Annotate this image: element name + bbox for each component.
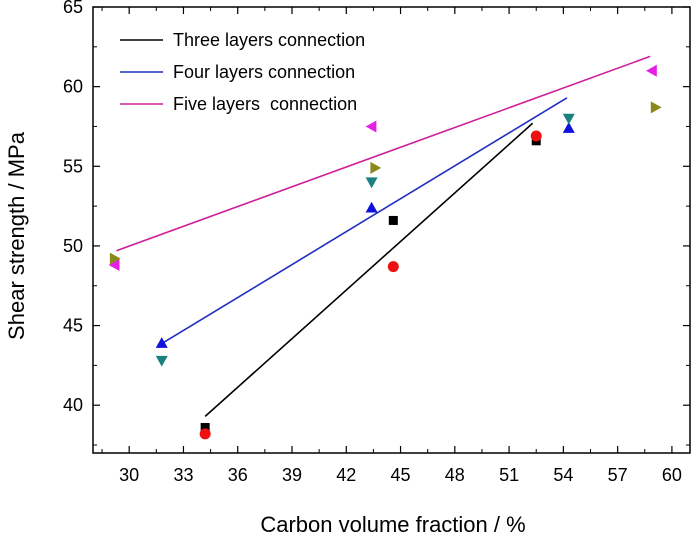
circle-marker [530, 130, 542, 142]
fit-line [204, 122, 534, 417]
x-tick-label: 60 [662, 465, 682, 485]
triangle-down-marker [155, 355, 168, 367]
circle-marker [199, 428, 211, 440]
x-tick-label: 57 [608, 465, 628, 485]
axes: 30 33 36 39 42 45 48 51 54 57 60 40 45 50 55 60 65 [63, 0, 691, 485]
x-tick-label: 48 [445, 465, 465, 485]
circle-marker [387, 261, 399, 273]
markers [108, 64, 662, 440]
triangle-right-marker [370, 161, 382, 174]
x-tick-label: 30 [119, 465, 139, 485]
y-tick-label: 65 [63, 0, 83, 17]
y-tick-label: 45 [63, 316, 83, 336]
fit-line [116, 55, 651, 252]
triangle-right-marker [650, 101, 662, 114]
legend-label: Three layers connection [173, 30, 365, 50]
triangle-left-marker [108, 259, 120, 272]
triangle-down-marker [562, 113, 575, 125]
x-axis-title: Carbon volume fraction / % [260, 512, 525, 537]
triangle-up-marker [155, 337, 168, 348]
y-tick-label: 50 [63, 236, 83, 256]
x-tick-label: 54 [553, 465, 573, 485]
x-tick-label: 39 [282, 465, 302, 485]
x-tick-label: 33 [173, 465, 193, 485]
triangle-up-marker [365, 201, 378, 213]
fit-line [159, 97, 568, 346]
legend-label: Four layers connection [173, 62, 355, 82]
x-tick-label: 51 [499, 465, 519, 485]
triangle-left-marker [646, 64, 657, 77]
series-lines [116, 55, 651, 417]
y-axis-title: Shear strength / MPa [4, 131, 29, 340]
triangle-up-marker [562, 122, 575, 133]
x-tick-label: 36 [228, 465, 248, 485]
x-tick-label: 42 [336, 465, 356, 485]
legend: Three layers connection Four layers conne… [120, 30, 365, 114]
y-tick-label: 40 [63, 395, 83, 415]
y-tick-label: 60 [63, 77, 83, 97]
legend-label: Five layers connection [173, 94, 357, 114]
square-marker [388, 215, 398, 225]
x-tick-label: 45 [391, 465, 411, 485]
plot-frame [92, 6, 691, 454]
triangle-left-marker [365, 120, 377, 133]
square-marker [200, 423, 210, 433]
y-tick-label: 55 [63, 156, 83, 176]
triangle-down-marker [365, 177, 378, 189]
triangle-right-marker [109, 252, 121, 265]
